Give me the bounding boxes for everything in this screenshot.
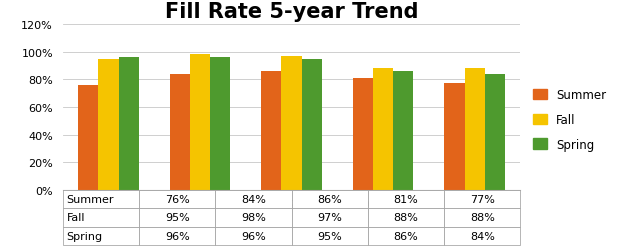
Bar <box>78 86 98 190</box>
Bar <box>465 69 485 190</box>
Bar <box>210 58 230 190</box>
Bar <box>98 59 119 190</box>
Bar <box>282 56 302 190</box>
Bar <box>393 72 413 190</box>
Title: Fill Rate 5-year Trend: Fill Rate 5-year Trend <box>165 2 418 22</box>
Legend: Summer, Fall, Spring: Summer, Fall, Spring <box>532 89 606 151</box>
Bar <box>170 74 190 190</box>
Bar <box>190 55 210 190</box>
Bar <box>445 84 465 190</box>
Bar <box>485 74 505 190</box>
Bar <box>353 78 373 190</box>
Bar <box>373 69 393 190</box>
Bar <box>119 58 139 190</box>
Bar <box>261 72 282 190</box>
Bar <box>302 59 322 190</box>
